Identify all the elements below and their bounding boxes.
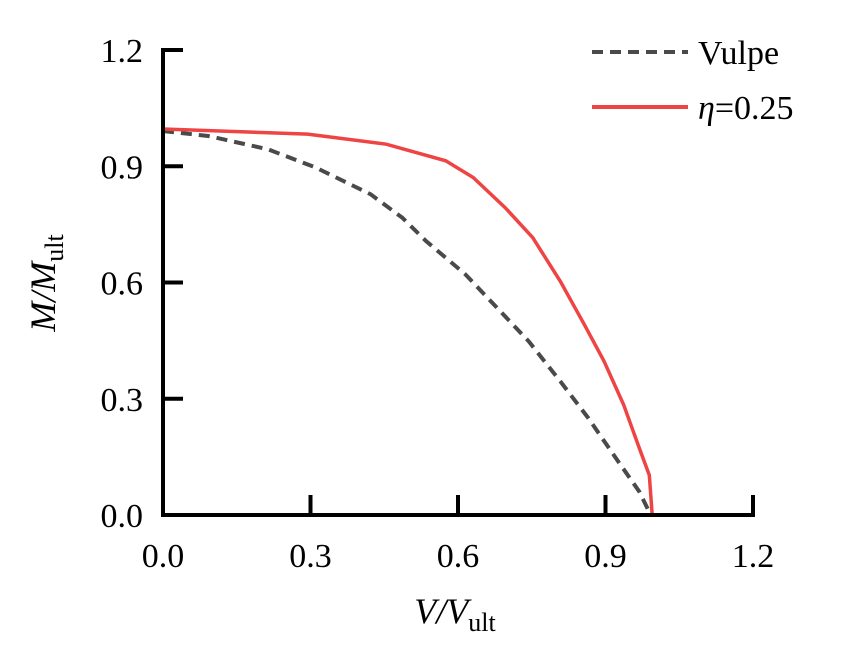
legend-label-vulpe: Vulpe	[698, 35, 779, 72]
curves	[162, 127, 654, 516]
y-tick-label: 1.2	[101, 33, 144, 70]
series-line-0	[162, 129, 653, 516]
axes: 0.0 0.3 0.6 0.9 1.2 0.0 0.3 0.6 0.9 1.2	[101, 33, 775, 575]
x-axis-label: V/Vult	[414, 591, 496, 637]
series-line-1	[162, 127, 654, 516]
legend-label-eta: η=0.25	[698, 90, 794, 127]
y-axis-label: M/Mult	[23, 234, 69, 333]
legend: Vulpe η=0.25	[592, 35, 794, 127]
x-tick-label: 0.0	[142, 538, 185, 575]
y-tick-label: 0.3	[101, 382, 144, 419]
y-tick-label: 0.6	[101, 266, 144, 303]
x-tick-label: 1.2	[732, 538, 775, 575]
y-tick-label: 0.0	[101, 498, 144, 535]
y-tick-label: 0.9	[101, 149, 144, 186]
x-tick-label: 0.3	[289, 538, 332, 575]
x-tick-label: 0.6	[437, 538, 480, 575]
x-tick-label: 0.9	[584, 538, 627, 575]
